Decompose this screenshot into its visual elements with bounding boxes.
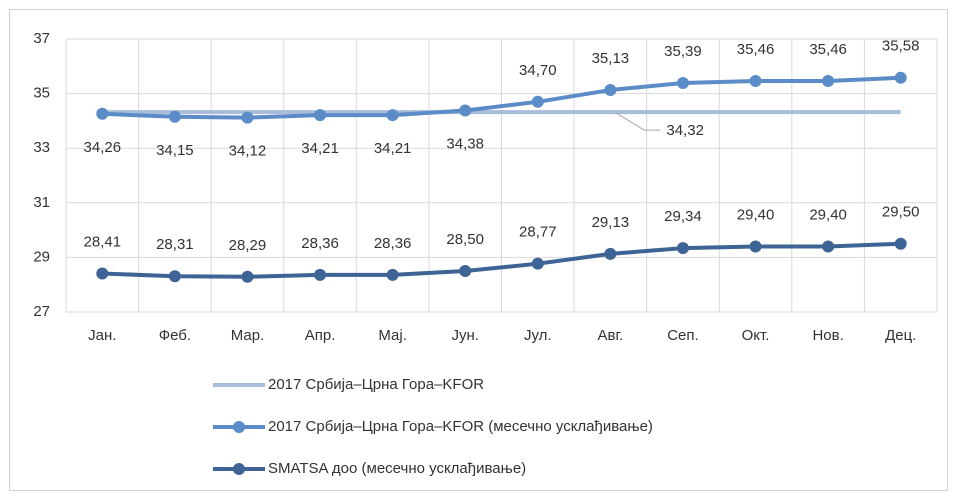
data-label: 34,70: [519, 62, 557, 79]
label-leader: [616, 112, 661, 131]
point-marker: [894, 237, 907, 250]
x-tick-label: Мар.: [231, 327, 265, 344]
data-label: 28,41: [84, 233, 122, 250]
y-tick-label: 27: [33, 303, 50, 320]
x-tick-label: Дец.: [885, 327, 916, 344]
data-label: 28,31: [156, 236, 194, 253]
data-label: 29,50: [882, 204, 920, 221]
x-tick-label: Јун.: [451, 327, 478, 344]
x-tick-label: Сеп.: [667, 327, 698, 344]
series-line: [102, 241, 901, 279]
data-label: 28,77: [519, 224, 557, 241]
point-marker: [96, 267, 109, 280]
legend-marker: [233, 421, 245, 433]
series-line: [102, 75, 901, 120]
legend-label: 2017 Србија–Црна Гора–KFOR: [268, 376, 484, 393]
data-label: 34,32: [666, 122, 704, 139]
x-tick-label: Окт.: [742, 327, 770, 344]
x-tick-label: Нов.: [812, 327, 843, 344]
point-marker: [749, 75, 762, 88]
data-label: 35,13: [592, 50, 630, 67]
y-tick-label: 31: [33, 194, 50, 211]
y-tick-label: 37: [33, 30, 50, 47]
data-label: 35,58: [882, 38, 920, 55]
point-marker: [894, 71, 907, 84]
x-tick-label: Мај.: [378, 327, 407, 344]
x-tick-label: Јул.: [524, 327, 552, 344]
data-label: 34,15: [156, 142, 194, 159]
point-marker: [168, 110, 181, 123]
legend-marker: [233, 463, 245, 475]
point-marker: [386, 268, 399, 281]
point-marker: [676, 242, 689, 255]
point-marker: [386, 109, 399, 122]
point-marker: [459, 265, 472, 278]
point-marker: [822, 75, 835, 88]
y-tick-label: 29: [33, 248, 50, 265]
x-tick-label: Феб.: [159, 327, 191, 344]
x-tick-label: Апр.: [305, 327, 336, 344]
data-label: 35,39: [664, 43, 702, 60]
point-marker: [749, 240, 762, 253]
point-marker: [531, 95, 544, 108]
data-label: 34,21: [374, 140, 412, 157]
y-tick-label: 33: [33, 139, 50, 156]
chart-frame: [9, 9, 948, 491]
point-marker: [241, 270, 254, 283]
legend-label: 2017 Србија–Црна Гора–KFOR (месечно ускл…: [268, 418, 653, 435]
data-label: 34,38: [446, 135, 484, 152]
point-marker: [676, 76, 689, 89]
data-label: 34,21: [301, 140, 339, 157]
x-tick-label: Јан.: [88, 327, 116, 344]
data-label: 28,36: [374, 235, 412, 252]
data-label: 28,36: [301, 235, 339, 252]
point-marker: [604, 84, 617, 97]
point-marker: [96, 107, 109, 120]
legend-label: SMATSA доо (месечно усклађивање): [268, 460, 526, 477]
data-label: 35,46: [809, 41, 847, 58]
point-marker: [459, 104, 472, 117]
data-label: 35,46: [737, 41, 775, 58]
point-marker: [531, 257, 544, 270]
point-marker: [604, 247, 617, 260]
point-marker: [314, 268, 327, 281]
data-label: 29,34: [664, 208, 702, 225]
data-label: 29,40: [737, 206, 775, 223]
data-label: 34,12: [229, 143, 267, 160]
data-label: 29,13: [592, 214, 630, 231]
data-label: 29,40: [809, 206, 847, 223]
y-tick-label: 35: [33, 85, 50, 102]
point-marker: [314, 109, 327, 122]
data-label: 28,29: [229, 237, 267, 254]
point-marker: [168, 270, 181, 283]
point-marker: [241, 111, 254, 124]
x-tick-label: Авг.: [597, 327, 623, 344]
point-marker: [822, 240, 835, 253]
data-label: 28,50: [446, 231, 484, 248]
data-label: 34,26: [84, 139, 122, 156]
